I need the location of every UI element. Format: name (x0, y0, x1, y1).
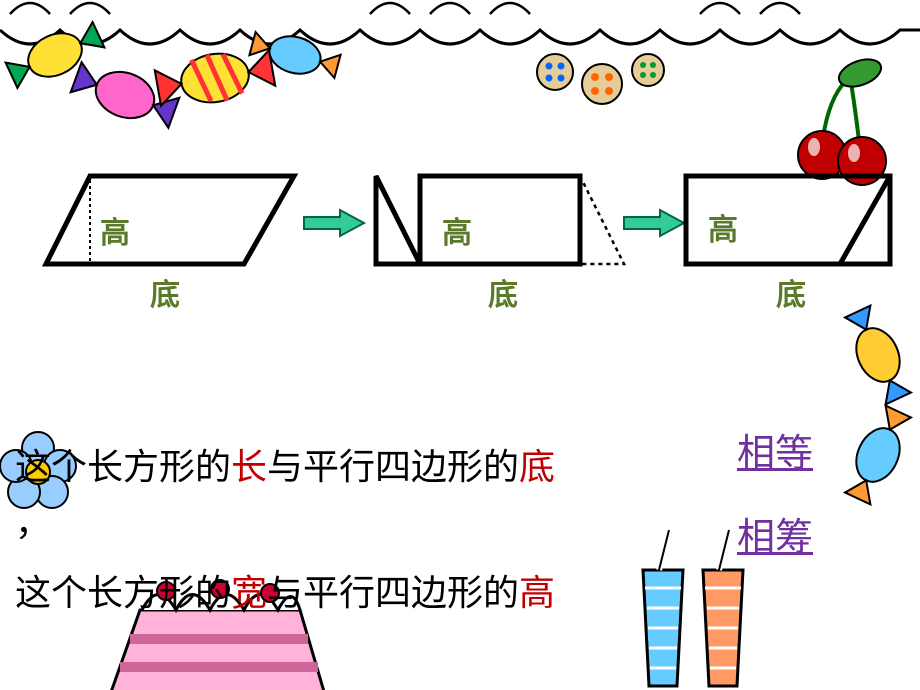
text-highlight: 宽 (231, 573, 267, 613)
statement-line-1: 这个长方形的长与平行四边形的底 相等 (15, 444, 905, 491)
arrow-icon (622, 208, 688, 238)
text-part: 与平行四边形的 (267, 573, 519, 613)
height-label: 高 (442, 208, 472, 252)
text-part: 与平行四边形的 (267, 447, 519, 487)
text-part: 这个长方形的 (15, 573, 231, 613)
statement-line-2: 这个长方形的宽与平行四边形的高 相筹 (15, 570, 905, 617)
text-highlight: 长 (231, 447, 267, 487)
button-icon (582, 64, 622, 104)
button-icon (632, 54, 664, 86)
cut-shape: 高 底 (370, 170, 630, 275)
arrow-icon (302, 208, 368, 238)
cherries-icon (798, 54, 886, 185)
text-highlight: 高 (519, 573, 555, 613)
text-part: 这个长方形的 (15, 447, 231, 487)
candy-icon (3, 17, 107, 94)
height-label: 高 (100, 208, 130, 252)
parallelogram-shape: 高 底 (40, 170, 300, 275)
transformation-diagram: 高 底 高 底 高 底 (40, 170, 890, 330)
height-label: 高 (708, 205, 738, 249)
button-icon (537, 54, 573, 90)
candy-icon (248, 26, 342, 84)
base-label: 底 (488, 270, 518, 314)
base-label: 底 (776, 270, 806, 314)
candy-icon (69, 57, 182, 134)
answer-text: 相等 (737, 430, 813, 479)
candy-icon (154, 44, 277, 111)
rectangle-shape: 高 底 (680, 170, 900, 275)
text-part: ， (15, 503, 51, 543)
base-label: 底 (150, 270, 180, 314)
text-highlight: 底 (519, 447, 555, 487)
answer-text: 相筹 (737, 514, 813, 563)
